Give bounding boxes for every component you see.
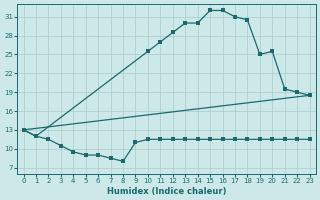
- X-axis label: Humidex (Indice chaleur): Humidex (Indice chaleur): [107, 187, 226, 196]
